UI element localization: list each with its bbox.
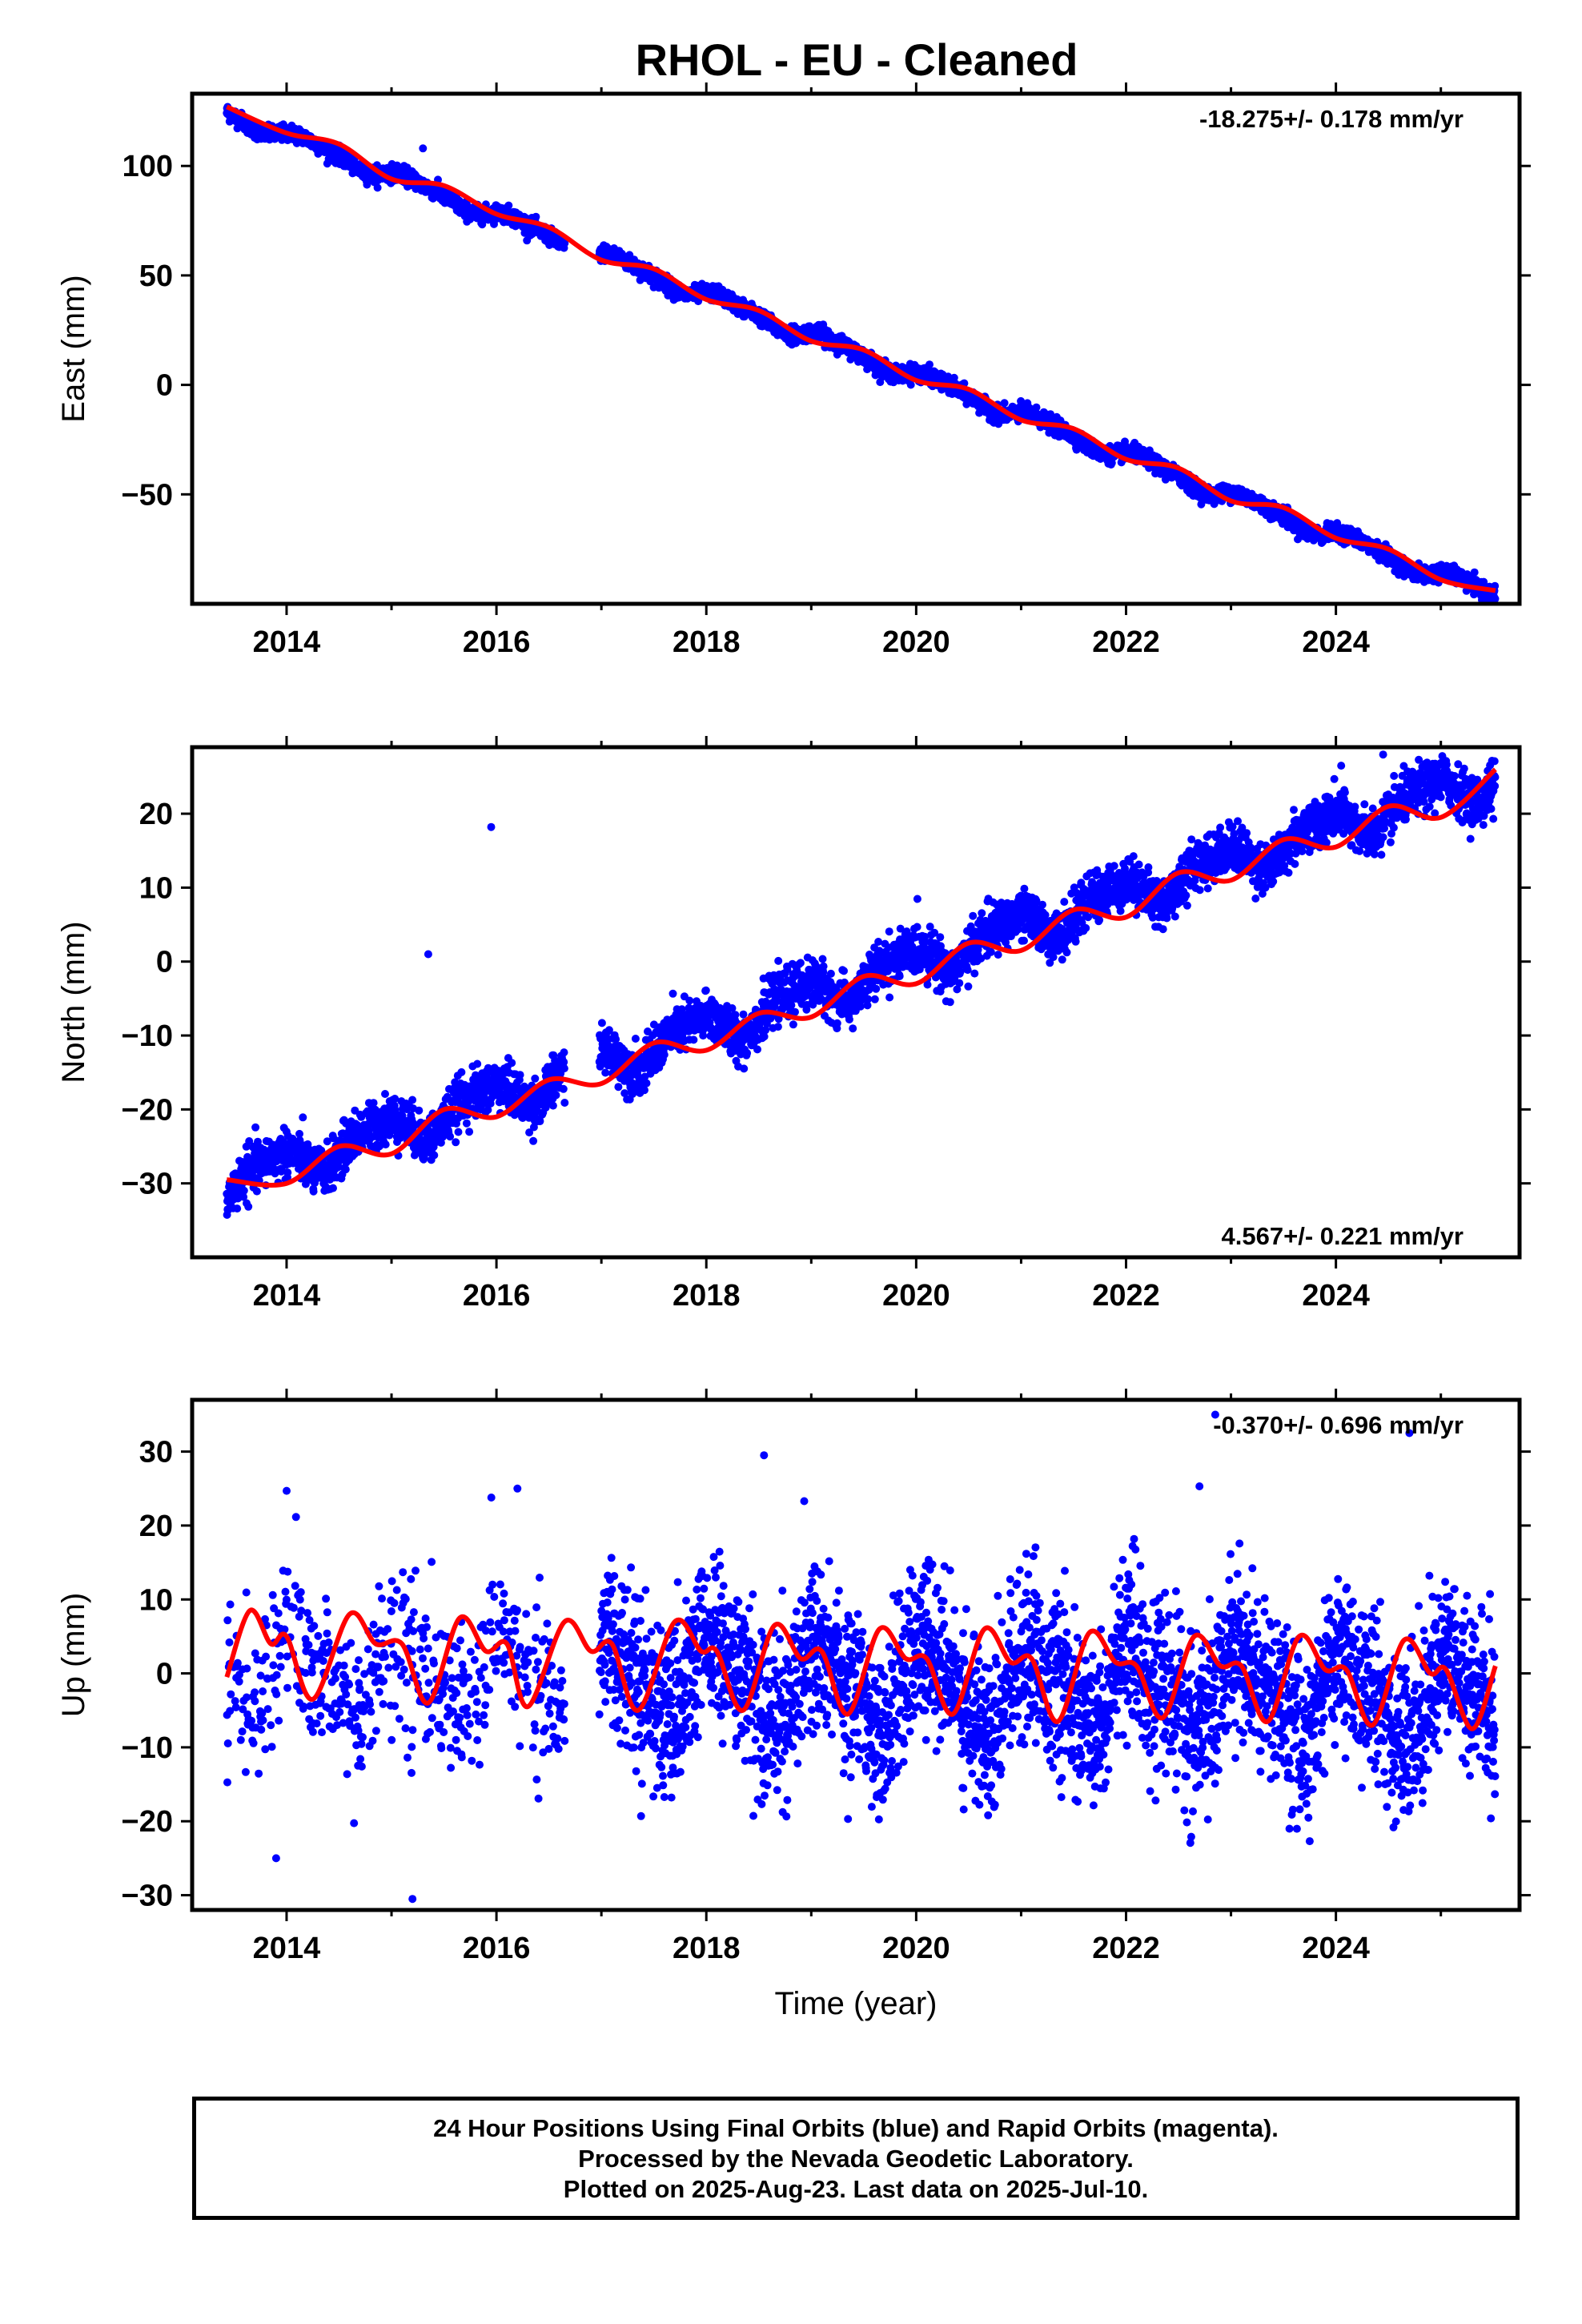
data-point: [381, 1090, 389, 1098]
y-tick-label: 100: [122, 150, 173, 183]
data-point: [926, 360, 934, 369]
data-point: [245, 1137, 254, 1145]
x-tick-label: 2024: [1302, 625, 1370, 659]
data-point: [295, 1129, 303, 1138]
east-panel-frame: [190, 91, 1522, 606]
data-point: [252, 1187, 261, 1196]
x-tick-label: 2014: [253, 625, 321, 659]
data-point: [329, 1184, 337, 1192]
north-panel: 2014 2016 2018 2020 2022 2024−30−20−1001020No…: [56, 736, 1531, 1313]
data-point: [323, 1137, 331, 1146]
data-point: [239, 1186, 248, 1195]
data-point: [381, 1140, 390, 1149]
x-tick-label: 2016: [463, 625, 531, 659]
data-point: [504, 201, 513, 210]
data-point: [560, 239, 569, 247]
data-point: [244, 1202, 253, 1211]
data-point: [239, 1192, 248, 1201]
data-point: [254, 1137, 262, 1146]
east-panel-ylabel: East (mm): [56, 275, 91, 422]
x-tick-label: 2020: [882, 625, 950, 659]
data-point: [1491, 594, 1500, 603]
data-point: [1032, 403, 1041, 412]
data-point: [1107, 459, 1116, 467]
y-tick-label: 0: [156, 369, 173, 403]
page-title: RHOL - EU - Cleaned: [635, 34, 1078, 85]
data-point: [369, 1099, 378, 1108]
east-panel-points: [223, 103, 1500, 604]
x-tick-label: 2022: [1092, 625, 1160, 659]
data-point: [906, 380, 915, 389]
east-panel-data: [223, 103, 1500, 604]
data-point: [532, 212, 540, 221]
data-point: [251, 1123, 260, 1132]
data-point: [309, 1187, 318, 1196]
east-panel-fit-line: [226, 104, 1496, 593]
north-panel-points: [223, 750, 1500, 1219]
x-tick-label: 2018: [673, 625, 741, 659]
data-point: [1470, 568, 1479, 577]
y-tick-label: 50: [139, 259, 173, 293]
data-point: [283, 1168, 292, 1177]
data-point: [317, 1146, 326, 1155]
north-panel-data: [223, 750, 1500, 1219]
data-point: [1000, 399, 1009, 408]
data-point: [299, 1113, 307, 1122]
data-point: [341, 1165, 350, 1174]
data-point: [391, 1095, 400, 1103]
east-panel: 2014 2016 2018 2020 2022 2024 −50 0 50 100 East (m…: [56, 82, 1531, 659]
data-point: [233, 1204, 242, 1213]
data-point: [478, 220, 487, 229]
y-tick-label: −50: [122, 478, 173, 512]
data-point: [373, 183, 382, 192]
outlier-point: [419, 144, 428, 153]
east-panel-rate: -18.275+/- 0.178 mm/yr: [1199, 105, 1464, 133]
